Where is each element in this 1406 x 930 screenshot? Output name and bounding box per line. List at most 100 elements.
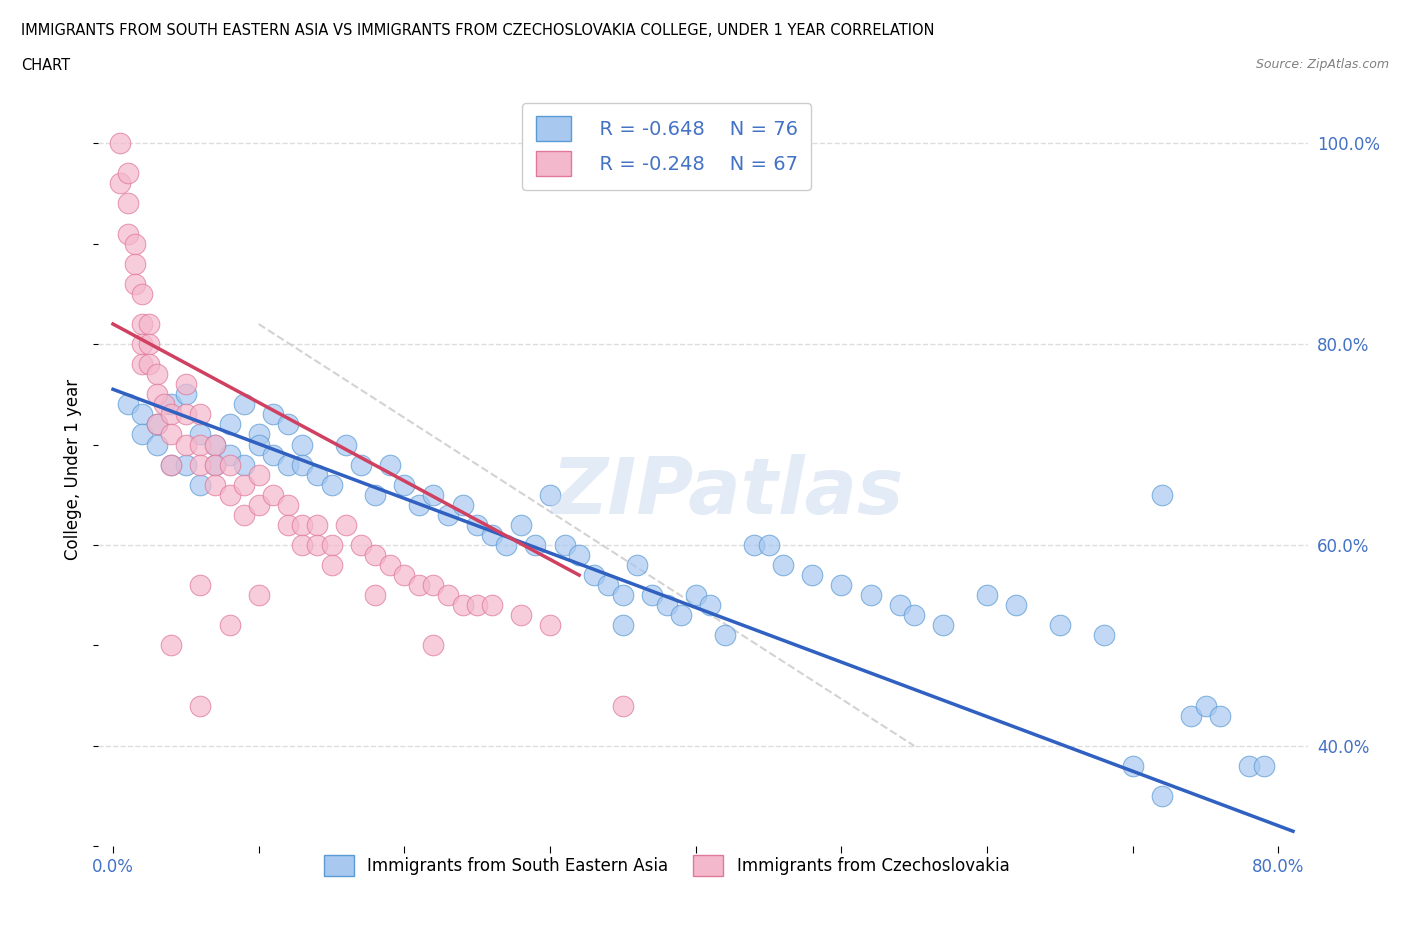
Point	[190, 427, 212, 442]
Point	[160, 638, 183, 653]
Point	[291, 437, 314, 452]
Point	[233, 397, 256, 412]
Point	[117, 166, 139, 180]
Point	[364, 548, 387, 563]
Point	[830, 578, 852, 592]
Point	[554, 538, 576, 552]
Point	[1005, 598, 1028, 613]
Point	[138, 357, 160, 372]
Point	[394, 477, 416, 492]
Point	[233, 508, 256, 523]
Point	[291, 458, 314, 472]
Point	[277, 517, 299, 532]
Point	[247, 427, 270, 442]
Point	[612, 698, 634, 713]
Point	[190, 578, 212, 592]
Point	[1239, 759, 1261, 774]
Point	[335, 517, 357, 532]
Point	[612, 618, 634, 632]
Point	[582, 567, 605, 582]
Y-axis label: College, Under 1 year: College, Under 1 year	[65, 379, 83, 560]
Point	[131, 407, 153, 422]
Point	[145, 387, 167, 402]
Point	[218, 487, 240, 502]
Point	[801, 567, 824, 582]
Text: ZIPatlas: ZIPatlas	[551, 454, 903, 530]
Point	[160, 458, 183, 472]
Point	[204, 437, 226, 452]
Point	[772, 558, 794, 573]
Point	[495, 538, 517, 552]
Point	[932, 618, 955, 632]
Point	[1122, 759, 1144, 774]
Point	[305, 517, 328, 532]
Point	[758, 538, 780, 552]
Point	[262, 447, 284, 462]
Point	[277, 417, 299, 432]
Point	[699, 598, 721, 613]
Point	[131, 316, 153, 331]
Point	[1049, 618, 1071, 632]
Point	[190, 407, 212, 422]
Point	[218, 447, 240, 462]
Point	[321, 558, 343, 573]
Point	[138, 316, 160, 331]
Point	[1150, 487, 1173, 502]
Point	[1092, 628, 1115, 643]
Point	[321, 538, 343, 552]
Point	[174, 407, 197, 422]
Point	[394, 567, 416, 582]
Point	[277, 458, 299, 472]
Point	[350, 538, 373, 552]
Point	[291, 538, 314, 552]
Point	[321, 477, 343, 492]
Point	[204, 458, 226, 472]
Text: CHART: CHART	[21, 58, 70, 73]
Point	[509, 608, 531, 623]
Point	[247, 588, 270, 603]
Point	[305, 467, 328, 482]
Point	[145, 417, 167, 432]
Point	[190, 437, 212, 452]
Point	[153, 397, 176, 412]
Point	[742, 538, 765, 552]
Point	[451, 598, 474, 613]
Point	[641, 588, 664, 603]
Point	[160, 407, 183, 422]
Point	[524, 538, 547, 552]
Point	[378, 458, 401, 472]
Point	[538, 487, 561, 502]
Point	[110, 176, 132, 191]
Point	[1180, 709, 1202, 724]
Point	[451, 498, 474, 512]
Point	[138, 337, 160, 352]
Point	[465, 598, 488, 613]
Point	[247, 467, 270, 482]
Point	[481, 527, 503, 542]
Point	[859, 588, 882, 603]
Point	[124, 276, 146, 291]
Point	[160, 458, 183, 472]
Point	[233, 477, 256, 492]
Point	[408, 578, 430, 592]
Point	[190, 477, 212, 492]
Point	[218, 458, 240, 472]
Point	[262, 487, 284, 502]
Point	[174, 377, 197, 392]
Point	[117, 226, 139, 241]
Point	[218, 618, 240, 632]
Point	[204, 477, 226, 492]
Text: Source: ZipAtlas.com: Source: ZipAtlas.com	[1256, 58, 1389, 71]
Text: IMMIGRANTS FROM SOUTH EASTERN ASIA VS IMMIGRANTS FROM CZECHOSLOVAKIA COLLEGE, UN: IMMIGRANTS FROM SOUTH EASTERN ASIA VS IM…	[21, 23, 935, 38]
Point	[110, 136, 132, 151]
Point	[204, 437, 226, 452]
Point	[291, 517, 314, 532]
Point	[1209, 709, 1232, 724]
Point	[190, 458, 212, 472]
Point	[124, 236, 146, 251]
Point	[262, 407, 284, 422]
Point	[233, 458, 256, 472]
Point	[889, 598, 911, 613]
Point	[422, 578, 444, 592]
Point	[350, 458, 373, 472]
